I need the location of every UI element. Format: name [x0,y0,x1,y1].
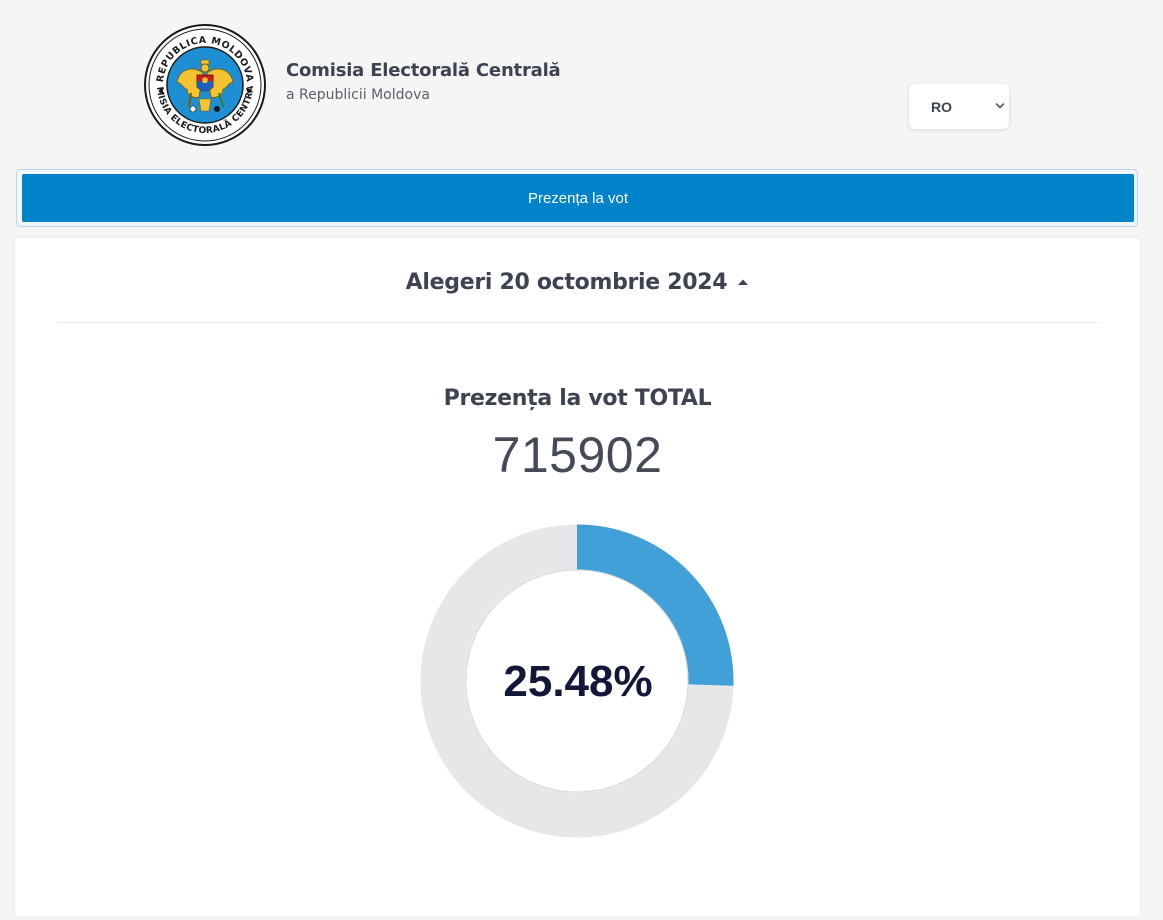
brand-subtitle: a Republicii Moldova [286,87,430,103]
language-select[interactable]: RO [909,84,1009,129]
chevron-down-icon [995,103,1005,109]
site-header: REPUBLICA MOLDOVA COMISIA ELECTORALĂ CEN… [0,0,1163,165]
turnout-donut-chart: 25.48% [418,521,738,841]
election-toggle[interactable]: Alegeri 20 octombrie 2024 [15,266,1140,298]
divider [57,322,1100,323]
donut-svg [420,524,734,838]
cec-moldova-seal-icon: REPUBLICA MOLDOVA COMISIA ELECTORALĂ CEN… [139,14,266,146]
election-title: Alegeri 20 octombrie 2024 [405,269,728,295]
donut-filled-arc [576,524,734,686]
cec-seal-logo[interactable]: REPUBLICA MOLDOVA COMISIA ELECTORALĂ CEN… [139,14,267,147]
turnout-percent-label: 25.48% [503,657,653,706]
main-nav: Prezența la vot [16,169,1138,227]
turnout-card: Alegeri 20 octombrie 2024 Prezența la vo… [15,238,1140,916]
donut-inner-ring [465,569,689,793]
language-selected-value: RO [931,99,952,115]
caret-up-icon [738,279,749,285]
turnout-heading: Prezența la vot TOTAL [443,386,712,411]
brand-text: Comisia Electorală Centrală a Republicii… [286,60,561,103]
nav-turnout-button[interactable]: Prezența la vot [22,174,1134,222]
brand-title: Comisia Electorală Centrală [286,60,561,81]
turnout-total-value: 715902 [492,427,663,483]
